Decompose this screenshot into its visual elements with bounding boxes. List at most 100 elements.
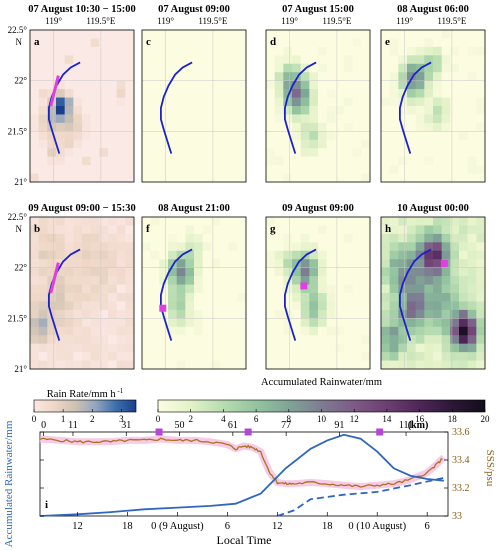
raster-cell: [116, 233, 126, 243]
raster-cell: [300, 242, 310, 252]
raster-cell: [407, 217, 417, 226]
raster-cell: [361, 173, 371, 183]
raster-cell: [389, 72, 399, 82]
raster-cell: [194, 156, 204, 166]
raster-cell: [159, 343, 169, 353]
raster-cell: [73, 233, 83, 243]
raster-cell: [125, 131, 135, 141]
raster-cell: [99, 122, 109, 132]
y-right-tick-label: 33: [452, 511, 462, 522]
raster-cell: [335, 343, 345, 353]
raster-cell: [459, 360, 469, 370]
raster-cell: [108, 131, 118, 141]
raster-cell: [211, 30, 221, 39]
raster-cell: [116, 217, 126, 226]
raster-cell: [185, 97, 195, 107]
raster-cell: [424, 46, 434, 56]
raster-cell: [344, 267, 354, 277]
raster-cell: [30, 242, 40, 252]
raster-cell: [202, 301, 212, 311]
raster-cell: [38, 301, 48, 311]
raster-cell: [335, 335, 345, 345]
raster-cell: [125, 301, 135, 311]
raster-cell: [398, 276, 408, 285]
raster-cell: [194, 225, 204, 235]
raster-cell: [220, 250, 230, 260]
raster-cell: [168, 259, 178, 269]
raster-cell: [424, 309, 434, 319]
raster-cell: [318, 360, 328, 370]
raster-cell: [450, 63, 460, 73]
raster-cell: [266, 165, 276, 174]
raster-cell: [450, 114, 460, 124]
raster-cell: [108, 217, 118, 226]
raster-cell: [116, 55, 126, 65]
raster-cell: [352, 165, 362, 174]
raster-cell: [389, 131, 399, 141]
raster-cell: [326, 148, 336, 158]
raster-cell: [407, 38, 417, 48]
raster-cell: [82, 225, 92, 235]
colorbar-tick-label: 0: [156, 414, 161, 424]
raster-cell: [211, 38, 221, 48]
raster-cell: [309, 46, 319, 56]
raster-cell: [450, 335, 460, 345]
raster-cell: [159, 352, 169, 361]
raster-cell: [389, 301, 399, 311]
raster-cell: [47, 276, 57, 285]
raster-cell: [450, 173, 460, 183]
raster-cell: [82, 267, 92, 277]
raster-cell: [459, 352, 469, 361]
raster-cell: [38, 284, 48, 294]
raster-cell: [56, 318, 66, 328]
raster-cell: [344, 97, 354, 107]
raster-cell: [108, 148, 118, 158]
raster-cell: [64, 89, 74, 98]
raster-cell: [415, 335, 425, 345]
raster-cell: [116, 80, 126, 90]
raster-cell: [168, 80, 178, 90]
raster-cell: [116, 335, 126, 345]
raster-cell: [64, 318, 74, 328]
raster-cell: [381, 97, 391, 107]
raster-cell: [30, 276, 40, 285]
raster-cell: [459, 284, 469, 294]
raster-cell: [108, 225, 118, 235]
raster-cell: [381, 225, 391, 235]
raster-cell: [56, 250, 66, 260]
raster-cell: [194, 267, 204, 277]
raster-cell: [467, 89, 477, 98]
raster-cell: [211, 293, 221, 302]
raster-cell: [194, 343, 204, 353]
raster-cell: [415, 360, 425, 370]
raster-cell: [142, 242, 152, 252]
colorbar-tick-label: 2: [188, 414, 193, 424]
raster-cell: [433, 38, 443, 48]
raster-cell: [228, 97, 238, 107]
raster-cell: [125, 276, 135, 285]
raster-cell: [424, 89, 434, 98]
raster-cell: [450, 139, 460, 149]
raster-cell: [125, 242, 135, 252]
raster-cell: [185, 267, 195, 277]
raster-cell: [415, 139, 425, 149]
lat-hemisphere-label: N: [16, 224, 23, 234]
raster-cell: [202, 139, 212, 149]
raster-cell: [292, 335, 302, 345]
raster-cell: [99, 233, 109, 243]
raster-cell: [476, 259, 486, 269]
raster-cell: [194, 131, 204, 141]
raster-cell: [467, 326, 477, 336]
raster-cell: [108, 38, 118, 48]
raster-cell: [283, 30, 293, 39]
raster-cell: [467, 250, 477, 260]
raster-cell: [73, 72, 83, 82]
raster-cell: [433, 318, 443, 328]
raster-cell: [90, 360, 100, 370]
raster-cell: [318, 165, 328, 174]
raster-cell: [194, 89, 204, 98]
raster-cell: [202, 267, 212, 277]
raster-cell: [73, 293, 83, 302]
raster-cell: [125, 165, 135, 174]
raster-cell: [30, 106, 40, 115]
